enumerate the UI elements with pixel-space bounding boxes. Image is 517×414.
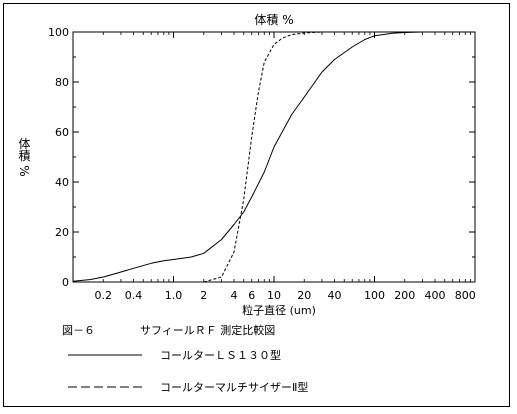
x-tick-label: 1.0 xyxy=(165,289,183,302)
figure-frame xyxy=(3,3,510,407)
y-tick-label: 0 xyxy=(62,276,69,289)
x-tick-label: 6 xyxy=(248,289,255,302)
legend-label: コールターＬＳ１３０型 xyxy=(160,348,281,362)
y-tick-label: 100 xyxy=(48,26,69,39)
figure-title: サフィールＲＦ 測定比較図 xyxy=(140,324,276,337)
x-tick-label: 4 xyxy=(231,289,238,302)
x-tick-label: 40 xyxy=(328,289,342,302)
chart-title: 体積 % xyxy=(254,12,293,27)
figure-caption: 図－６ サフィールＲＦ 測定比較図 xyxy=(62,322,275,338)
x-tick-label: 20 xyxy=(297,289,311,302)
x-tick-label: 800 xyxy=(455,289,476,302)
y-tick-label: 60 xyxy=(55,126,69,139)
series-line-multisizer xyxy=(203,31,466,283)
x-tick-label: 10 xyxy=(267,289,281,302)
y-axis-label: 体積 % xyxy=(17,137,31,177)
x-tick-label: 100 xyxy=(364,289,385,302)
y-tick-label: 80 xyxy=(55,76,69,89)
series-line-ls130 xyxy=(72,31,466,282)
x-tick-label: 0.4 xyxy=(125,289,143,302)
x-tick-label: 200 xyxy=(394,289,415,302)
y-tick-label: 40 xyxy=(55,176,69,189)
x-tick-label: 2 xyxy=(200,289,207,302)
y-tick-label: 20 xyxy=(55,226,69,239)
x-axis-label: 粒子直径 (um) xyxy=(242,303,316,317)
plot-area xyxy=(72,31,476,283)
x-tick-label: 400 xyxy=(425,289,446,302)
figure-label: 図－６ xyxy=(62,324,95,337)
legend-label: コールターマルチサイザーⅡ型 xyxy=(160,380,308,394)
x-tick-label: 0.2 xyxy=(95,289,113,302)
